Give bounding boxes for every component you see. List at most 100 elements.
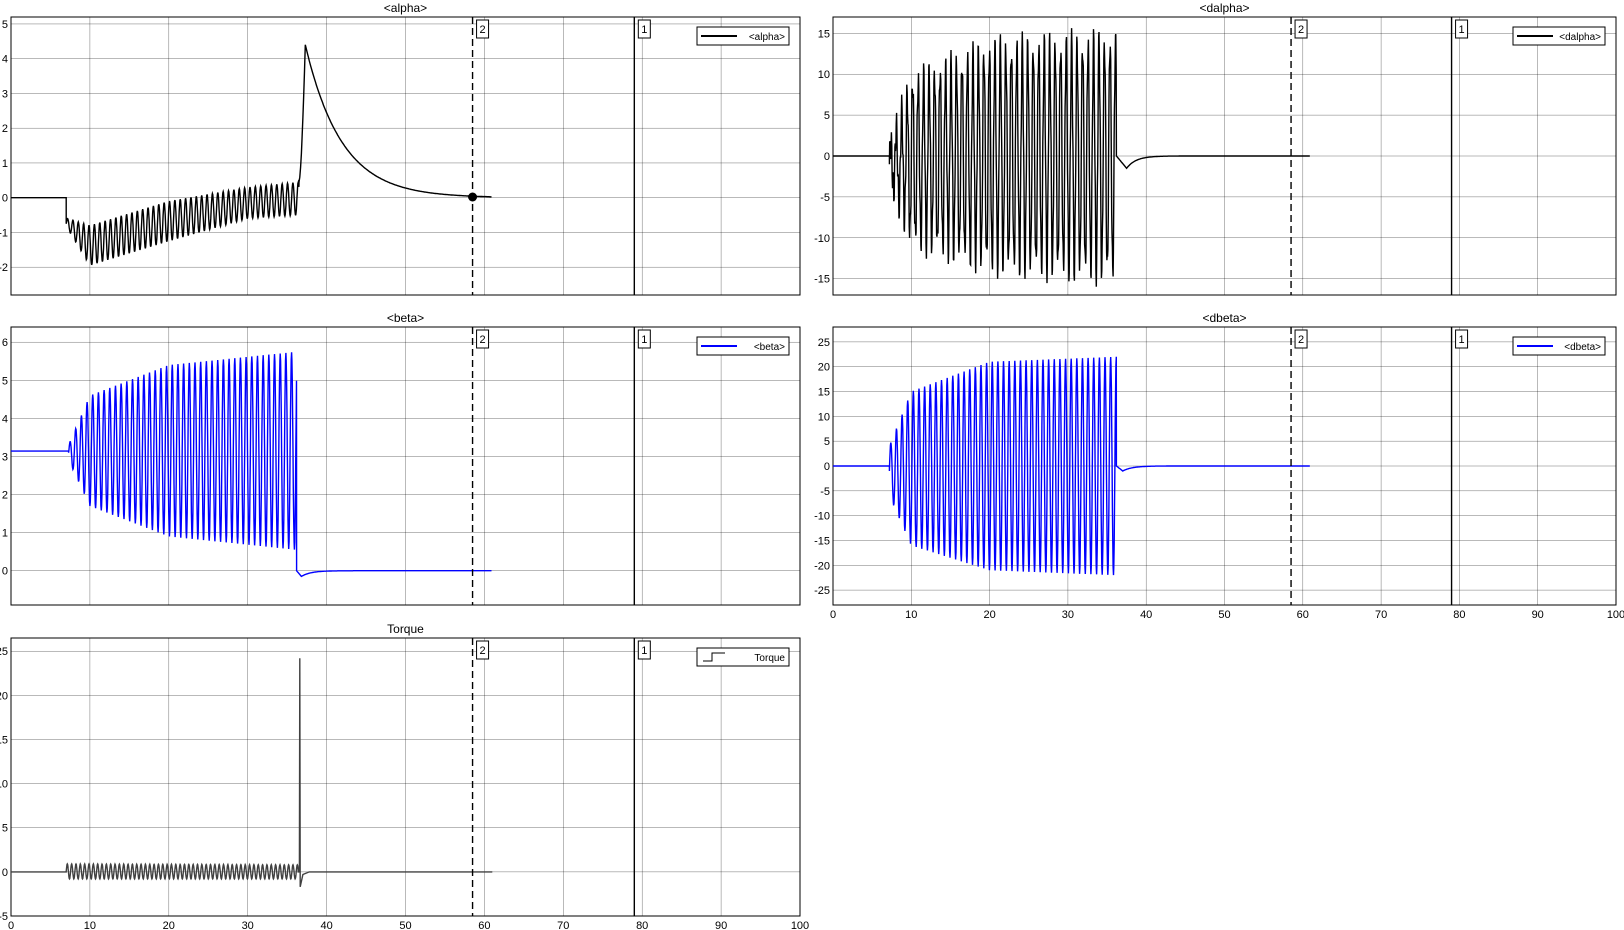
series-line <box>11 44 492 266</box>
data-point-marker[interactable] <box>468 192 478 202</box>
chart-title: <dalpha> <box>1199 1 1249 15</box>
cursor-label: 1 <box>641 334 647 346</box>
cursor-marker-1[interactable] <box>637 19 651 39</box>
x-tick-label: 90 <box>1532 609 1544 621</box>
x-tick-label: 50 <box>399 920 411 930</box>
y-tick-label: -15 <box>814 535 830 547</box>
y-tick-label: 4 <box>2 54 8 66</box>
x-tick-label: 30 <box>1062 609 1074 621</box>
legend-box[interactable] <box>696 26 790 46</box>
y-tick-label: 3 <box>2 88 8 100</box>
x-tick-label: 20 <box>163 920 175 930</box>
x-tick-label: 80 <box>1453 609 1465 621</box>
step-icon <box>703 652 725 662</box>
cursor-marker-2[interactable] <box>1294 329 1308 349</box>
cursor-marker-2[interactable] <box>476 329 490 349</box>
y-tick-label: 10 <box>818 411 830 423</box>
x-tick-label: 40 <box>320 920 332 930</box>
y-tick-label: -25 <box>814 585 830 597</box>
series-line <box>833 356 1310 576</box>
cursor-marker-1[interactable] <box>637 640 651 660</box>
chart-panel: <beta> 6 5 4 3 2 1 0 2 1 <beta> <box>2 311 801 606</box>
cursor-marker-1[interactable] <box>1455 19 1469 39</box>
y-tick-label: 15 <box>818 387 830 399</box>
cursor-marker-2[interactable] <box>1294 19 1308 39</box>
y-tick-label: 0 <box>2 193 8 205</box>
cursor-label: 2 <box>1298 24 1304 36</box>
x-tick-label: 10 <box>905 609 917 621</box>
legend-box[interactable] <box>1512 26 1606 46</box>
y-tick-label: 10 <box>0 779 8 791</box>
cursor-label: 2 <box>480 645 486 657</box>
y-tick-label: 15 <box>0 734 8 746</box>
y-tick-label: -1 <box>0 227 8 239</box>
cursor-label: 2 <box>1298 334 1304 346</box>
cursor-label: 1 <box>1459 24 1465 36</box>
x-tick-label: 80 <box>636 920 648 930</box>
y-tick-label: 5 <box>2 823 8 835</box>
y-tick-label: 0 <box>2 867 8 879</box>
y-tick-label: -2 <box>0 262 8 274</box>
y-tick-label: 15 <box>818 28 830 40</box>
chart-panel: <dbeta>0 10 20 30 40 50 60 70 80 90 1002520151050-… <box>814 311 1624 621</box>
cursor-marker-1[interactable] <box>637 329 651 349</box>
y-tick-label: 20 <box>818 362 830 374</box>
x-tick-label: 20 <box>983 609 995 621</box>
y-tick-label: 2 <box>2 490 8 502</box>
x-tick-label: 0 <box>830 609 836 621</box>
x-tick-label: 40 <box>1140 609 1152 621</box>
y-tick-label: 2 <box>2 123 8 135</box>
legend-label: <dbeta> <box>1564 342 1601 353</box>
cursor-label: 2 <box>480 24 486 36</box>
y-tick-label: 25 <box>0 646 8 658</box>
cursor-label: 1 <box>641 645 647 657</box>
series-line <box>11 352 492 578</box>
y-tick-label: -5 <box>0 911 8 923</box>
series-line <box>833 28 1310 287</box>
x-tick-label: 10 <box>84 920 96 930</box>
chart-title: <dbeta> <box>1202 311 1246 325</box>
y-tick-label: 1 <box>2 158 8 170</box>
y-tick-label: -10 <box>814 511 830 523</box>
x-tick-label: 100 <box>1607 609 1624 621</box>
y-tick-label: -10 <box>814 233 830 245</box>
y-tick-label: 4 <box>2 413 8 425</box>
y-tick-label: 5 <box>824 110 830 122</box>
y-tick-label: 0 <box>2 566 8 578</box>
x-tick-label: 100 <box>791 920 809 930</box>
cursor-label: 1 <box>641 24 647 36</box>
chart-title: Torque <box>387 622 424 636</box>
legend-box[interactable] <box>696 336 790 356</box>
x-tick-label: 30 <box>242 920 254 930</box>
legend-label: <dalpha> <box>1559 32 1601 43</box>
y-tick-label: 0 <box>824 461 830 473</box>
chart-title: <alpha> <box>384 1 427 15</box>
x-tick-label: 0 <box>8 920 14 930</box>
x-tick-label: 60 <box>1297 609 1309 621</box>
cursor-marker-1[interactable] <box>1455 329 1469 349</box>
chart-panel: <dalpha> 15 10 5 0 -5 -10 -15 2 1 <dalpha> <box>814 1 1617 296</box>
y-tick-label: 25 <box>818 337 830 349</box>
x-tick-label: 70 <box>1375 609 1387 621</box>
y-tick-label: -5 <box>820 486 830 498</box>
x-tick-label: 50 <box>1218 609 1230 621</box>
chart-title: <beta> <box>387 311 424 325</box>
y-tick-label: 3 <box>2 451 8 463</box>
y-tick-label: 5 <box>2 375 8 387</box>
y-tick-label: -5 <box>820 192 830 204</box>
cursor-label: 1 <box>1459 334 1465 346</box>
x-tick-label: 70 <box>557 920 569 930</box>
cursor-marker-2[interactable] <box>476 640 490 660</box>
y-tick-label: -15 <box>814 274 830 286</box>
y-tick-label: -20 <box>814 560 830 572</box>
cursor-marker-2[interactable] <box>476 19 490 39</box>
y-tick-label: 0 <box>824 151 830 163</box>
legend-box[interactable] <box>1512 336 1606 356</box>
y-tick-label: 6 <box>2 337 8 349</box>
x-tick-label: 90 <box>715 920 727 930</box>
x-tick-label: 60 <box>478 920 490 930</box>
y-tick-label: 1 <box>2 528 8 540</box>
legend-label: Torque <box>754 653 785 664</box>
chart-panel: <alpha> 5 4 3 2 1 0 -1 -2 2 1 <alpha> <box>0 1 801 296</box>
